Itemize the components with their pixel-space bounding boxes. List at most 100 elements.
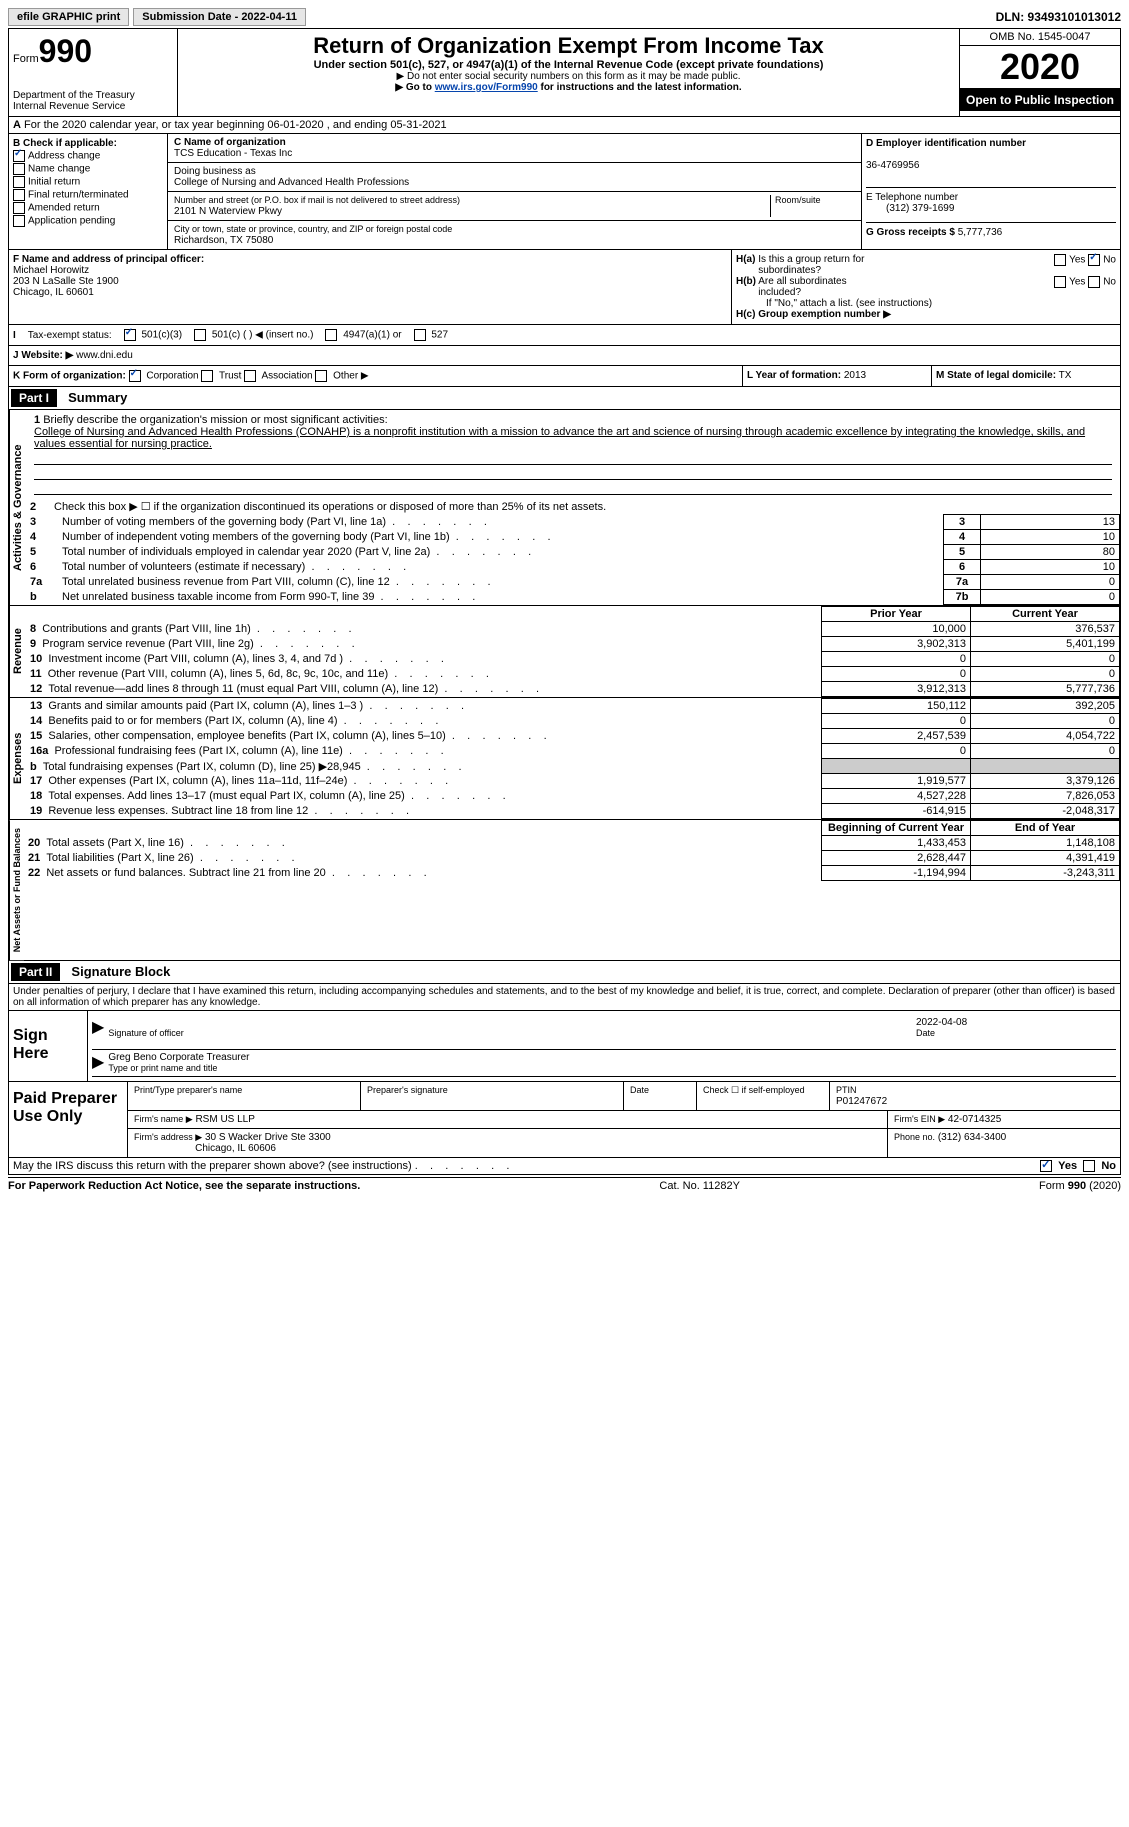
dept-text: Department of the Treasury bbox=[13, 90, 173, 101]
cb-name-change[interactable] bbox=[13, 163, 25, 175]
sign-section: Sign Here ▶ Signature of officer 2022-04… bbox=[8, 1011, 1121, 1082]
city-state-zip: Richardson, TX 75080 bbox=[174, 235, 273, 246]
officer-name: Michael Horowitz bbox=[13, 265, 89, 276]
self-emp-label: Check ☐ if self-employed bbox=[703, 1085, 805, 1095]
l-label: L Year of formation: bbox=[747, 370, 841, 381]
cb-assoc[interactable] bbox=[244, 370, 256, 382]
firm-ein-label: Firm's EIN ▶ bbox=[894, 1114, 945, 1124]
m-value: TX bbox=[1059, 370, 1072, 381]
tax-year-range: For the 2020 calendar year, or tax year … bbox=[24, 119, 447, 131]
cb-hb-yes[interactable] bbox=[1054, 276, 1066, 288]
efile-btn[interactable]: efile GRAPHIC print bbox=[8, 8, 129, 26]
city-label: City or town, state or province, country… bbox=[174, 224, 452, 234]
c-name-label: C Name of organization bbox=[174, 137, 286, 148]
prep-date-label: Date bbox=[630, 1085, 649, 1095]
cb-amended[interactable] bbox=[13, 202, 25, 214]
sig-officer-label: Signature of officer bbox=[108, 1028, 183, 1038]
netassets-table: Beginning of Current YearEnd of Year 20 … bbox=[24, 820, 1120, 881]
cb-hb-no[interactable] bbox=[1088, 276, 1100, 288]
footer: For Paperwork Reduction Act Notice, see … bbox=[8, 1177, 1121, 1194]
firm-city: Chicago, IL 60606 bbox=[195, 1143, 276, 1154]
section-bcd: B Check if applicable: Address change Na… bbox=[8, 134, 1121, 250]
firm-name-label: Firm's name ▶ bbox=[134, 1114, 193, 1124]
opt-501c: 501(c) ( ) ◀ (insert no.) bbox=[212, 330, 314, 341]
officer-addr2: Chicago, IL 60601 bbox=[13, 287, 94, 298]
cb-discuss-no[interactable] bbox=[1083, 1160, 1095, 1172]
cb-4947[interactable] bbox=[325, 329, 337, 341]
dba-label: Doing business as bbox=[174, 166, 256, 177]
l-value: 2013 bbox=[844, 370, 866, 381]
cat-no: Cat. No. 11282Y bbox=[659, 1180, 740, 1192]
row-i: I Tax-exempt status: 501(c)(3) 501(c) ( … bbox=[8, 325, 1121, 346]
opt-assoc: Association bbox=[261, 371, 312, 382]
cb-501c3[interactable] bbox=[124, 329, 136, 341]
instructions-link[interactable]: www.irs.gov/Form990 bbox=[435, 82, 538, 93]
sig-date-label: Date bbox=[916, 1028, 935, 1038]
form-prefix: Form bbox=[13, 53, 39, 65]
lbl-address-change: Address change bbox=[28, 151, 100, 162]
hdr-end: End of Year bbox=[971, 821, 1120, 836]
gross-label: G Gross receipts $ bbox=[866, 227, 955, 238]
paperwork-notice: For Paperwork Reduction Act Notice, see … bbox=[8, 1180, 360, 1192]
discuss-text: May the IRS discuss this return with the… bbox=[13, 1160, 509, 1172]
name-label: Type or print name and title bbox=[108, 1063, 217, 1073]
vert-governance: Activities & Governance bbox=[9, 410, 26, 605]
tax-status-label: Tax-exempt status: bbox=[28, 330, 112, 341]
cb-ha-yes[interactable] bbox=[1054, 254, 1066, 266]
hdr-beg: Beginning of Current Year bbox=[822, 821, 971, 836]
cb-other[interactable] bbox=[315, 370, 327, 382]
row-a: A For the 2020 calendar year, or tax yea… bbox=[8, 117, 1121, 134]
ein-label: D Employer identification number bbox=[866, 138, 1026, 149]
submission-btn[interactable]: Submission Date - 2022-04-11 bbox=[133, 8, 306, 26]
cb-corp[interactable] bbox=[129, 370, 141, 382]
prep-sig-label: Preparer's signature bbox=[367, 1085, 448, 1095]
org-name: TCS Education - Texas Inc bbox=[174, 148, 292, 159]
ptin-value: P01247672 bbox=[836, 1096, 887, 1107]
room-label: Room/suite bbox=[775, 195, 821, 205]
opt-501c3: 501(c)(3) bbox=[141, 330, 182, 341]
opt-corp: Corporation bbox=[146, 371, 198, 382]
hb-yes: Yes bbox=[1069, 277, 1085, 288]
form-title: Return of Organization Exempt From Incom… bbox=[182, 33, 955, 59]
row-j: J Website: ▶ www.dni.edu bbox=[8, 346, 1121, 366]
paid-label: Paid Preparer Use Only bbox=[9, 1082, 128, 1157]
expenses-section: Expenses 13 Grants and similar amounts p… bbox=[8, 698, 1121, 820]
expenses-table: 13 Grants and similar amounts paid (Part… bbox=[26, 698, 1120, 819]
m-label: M State of legal domicile: bbox=[936, 370, 1056, 381]
firm-phone-label: Phone no. bbox=[894, 1132, 935, 1142]
website-value: www.dni.edu bbox=[76, 350, 133, 361]
hb-no: No bbox=[1103, 277, 1116, 288]
cb-initial[interactable] bbox=[13, 176, 25, 188]
subtitle-2: ▶ Do not enter social security numbers o… bbox=[182, 71, 955, 82]
part1-header: Part I bbox=[11, 389, 57, 407]
form-ref: Form 990 (2020) bbox=[1039, 1180, 1121, 1192]
goto-pre: ▶ Go to bbox=[395, 82, 434, 93]
vert-expenses: Expenses bbox=[9, 698, 26, 819]
sig-date: 2022-04-08 bbox=[916, 1017, 967, 1028]
opt-527: 527 bbox=[431, 330, 448, 341]
ha-no: No bbox=[1103, 255, 1116, 266]
phone-value: (312) 379-1699 bbox=[886, 203, 954, 214]
q1-label: Briefly describe the organization's miss… bbox=[43, 414, 387, 426]
street-address: 2101 N Waterview Pkwy bbox=[174, 206, 282, 217]
cb-pending[interactable] bbox=[13, 215, 25, 227]
cb-527[interactable] bbox=[414, 329, 426, 341]
dba-name: College of Nursing and Advanced Health P… bbox=[174, 177, 409, 188]
vert-revenue: Revenue bbox=[9, 606, 26, 697]
q2-text: Check this box ▶ ☐ if the organization d… bbox=[54, 500, 1116, 513]
cb-501c[interactable] bbox=[194, 329, 206, 341]
lbl-amended: Amended return bbox=[28, 203, 100, 214]
k-label: K Form of organization: bbox=[13, 371, 126, 382]
ein-value: 36-4769956 bbox=[866, 160, 919, 171]
cb-discuss-yes[interactable] bbox=[1040, 1160, 1052, 1172]
discuss-yes: Yes bbox=[1058, 1160, 1077, 1172]
cb-trust[interactable] bbox=[201, 370, 213, 382]
cb-final[interactable] bbox=[13, 189, 25, 201]
website-label: J Website: ▶ bbox=[13, 350, 73, 361]
form-header: Form990 Department of the Treasury Inter… bbox=[8, 28, 1121, 117]
cb-ha-no[interactable] bbox=[1088, 254, 1100, 266]
cb-address-change[interactable] bbox=[13, 150, 25, 162]
hc-label: H(c) Group exemption number ▶ bbox=[736, 309, 891, 320]
officer-addr1: 203 N LaSalle Ste 1900 bbox=[13, 276, 119, 287]
officer-printed-name: Greg Beno Corporate Treasurer bbox=[108, 1052, 249, 1063]
